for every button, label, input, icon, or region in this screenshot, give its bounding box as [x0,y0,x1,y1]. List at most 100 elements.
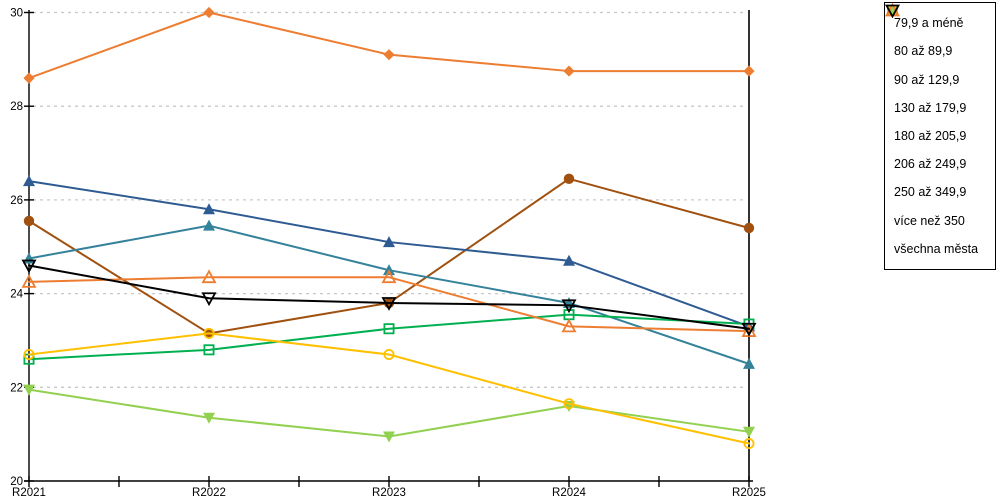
legend-item-7: více než 350 [885,3,993,228]
data-point-marker [21,259,37,274]
triangle-down-icon [201,292,217,307]
triangle-up-icon [383,236,395,248]
legend-item-label: 80 až 89,9 [894,44,953,59]
x-axis-tick-label: R2021 [12,487,46,499]
triangle-down-icon [741,322,757,337]
series-line-4 [28,388,750,438]
triangle-down-icon [203,412,215,424]
data-point-marker [203,412,215,424]
triangle-up-icon [23,175,35,187]
legend-item-5: 206 až 249,9 [887,5,993,172]
data-point-marker [383,431,395,443]
data-point-marker [381,297,397,311]
triangle-up-icon [561,318,577,333]
triangle-down-icon [561,299,577,314]
x-axis-tick-label: R2022 [192,487,226,499]
data-point-marker [563,254,575,266]
triangle-down-icon [743,426,755,438]
data-point-marker [885,4,900,18]
series-line-5 [28,313,750,361]
y-axis-tick-label: 26 [10,195,23,207]
legend-item-label: 90 až 129,9 [894,72,960,87]
circle-icon [383,349,395,361]
triangle-up-icon [203,219,215,231]
legend-item-6: 250 až 349,9 [887,5,993,200]
square-icon [203,344,215,356]
data-point-marker [23,384,35,396]
triangle-down-icon [23,384,35,396]
circle-icon [743,222,755,234]
data-point-marker [563,398,575,410]
circle-icon [23,215,35,227]
diamond-icon [23,72,35,84]
legend-item-2: 90 až 129,9 [886,4,993,87]
data-point-marker [203,6,215,19]
y-axis-tick-label: 30 [10,8,23,20]
diamond-icon [563,65,575,77]
diamond-icon [203,6,215,19]
circle-icon [563,173,575,185]
circle-icon [203,327,215,339]
data-point-marker [383,323,395,335]
triangle-down-icon [381,297,397,311]
data-point-marker [741,322,757,337]
data-point-marker [743,438,755,450]
triangle-down-icon [885,4,900,18]
y-axis-tick-label: 28 [10,101,23,113]
y-axis-tick-label: 24 [10,289,23,301]
circle-icon [563,398,575,410]
data-point-marker [201,269,217,284]
data-point-marker [563,65,575,77]
triangle-down-icon [383,431,395,443]
data-point-marker [23,175,35,187]
triangle-up-icon [21,274,37,288]
legend: 79,9 a méně 80 až 89,9 90 až 129,9 130 až 1… [884,2,996,270]
triangle-up-icon [743,357,755,369]
legend-item-8: všechna města [885,4,993,256]
legend-item-label: více než 350 [894,213,965,228]
data-point-marker [23,349,35,361]
data-point-marker [383,49,395,61]
data-point-marker [23,215,35,227]
legend-item-label: všechna města [894,241,979,256]
data-point-marker [203,203,215,215]
diamond-icon [383,49,395,61]
circle-icon [743,438,755,450]
series-line-8 [28,264,750,330]
data-point-marker [383,236,395,248]
series-line-0 [28,11,750,80]
data-point-marker [743,65,755,77]
legend-item-3: 130 až 179,9 [886,4,993,115]
legend-item-label: 79,9 a méně [894,16,964,31]
legend-item-label: 206 až 249,9 [894,157,967,172]
triangle-down-icon [21,259,37,274]
circle-icon [23,349,35,361]
data-point-marker [561,299,577,314]
triangle-up-icon [563,254,575,266]
triangle-up-icon [201,269,217,284]
square-icon [383,323,395,335]
triangle-up-icon [381,269,397,284]
data-point-marker [743,426,755,438]
data-point-marker [203,327,215,339]
data-point-marker [23,72,35,84]
x-axis-tick-label: R2024 [552,487,586,499]
data-point-marker [203,344,215,356]
data-point-marker [21,274,37,288]
legend-item-label: 250 až 349,9 [894,185,967,200]
triangle-up-icon [203,203,215,215]
data-point-marker [743,222,755,234]
data-point-marker [203,219,215,231]
legend-item-0: 79,9 a méně [886,4,993,31]
data-point-marker [383,349,395,361]
y-axis-tick-label: 22 [10,382,23,394]
data-point-marker [563,173,575,185]
y-axis-tick-label: 20 [10,476,23,488]
diamond-icon [743,65,755,77]
legend-marker-triangle-down-icon [885,4,900,18]
data-point-marker [561,318,577,333]
data-point-marker [381,269,397,284]
legend-item-1: 80 až 89,9 [887,5,993,59]
legend-item-label: 130 až 179,9 [894,100,967,115]
